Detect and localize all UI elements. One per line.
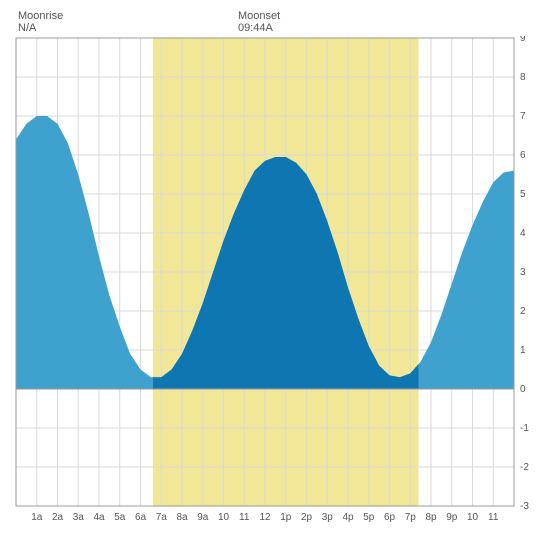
- svg-text:1: 1: [520, 345, 526, 356]
- svg-text:10: 10: [467, 512, 479, 523]
- svg-text:4a: 4a: [93, 512, 105, 523]
- svg-text:9p: 9p: [446, 512, 458, 523]
- svg-text:0: 0: [520, 384, 526, 395]
- svg-text:10: 10: [218, 512, 230, 523]
- svg-text:9: 9: [520, 36, 526, 44]
- svg-text:-3: -3: [520, 501, 529, 512]
- svg-text:5a: 5a: [114, 512, 126, 523]
- svg-text:8: 8: [520, 72, 526, 83]
- svg-text:3: 3: [520, 267, 526, 278]
- svg-text:8a: 8a: [176, 512, 188, 523]
- svg-text:3p: 3p: [322, 512, 334, 523]
- svg-text:8p: 8p: [425, 512, 437, 523]
- svg-text:6: 6: [520, 150, 526, 161]
- moonrise-value: N/A: [18, 22, 63, 34]
- svg-text:11: 11: [488, 512, 499, 523]
- svg-text:7: 7: [520, 111, 526, 122]
- svg-text:5: 5: [520, 189, 526, 200]
- moonset-label: Moonset: [238, 10, 280, 22]
- svg-text:6p: 6p: [384, 512, 396, 523]
- tide-chart: Moonrise N/A Moonset 09:44A -3-2-1012345…: [10, 10, 540, 540]
- svg-text:-2: -2: [520, 462, 529, 473]
- svg-text:3a: 3a: [73, 512, 85, 523]
- moonset-value: 09:44A: [238, 22, 280, 34]
- svg-text:2a: 2a: [52, 512, 64, 523]
- svg-text:7p: 7p: [405, 512, 417, 523]
- moonrise-label: Moonrise: [18, 10, 63, 22]
- moonset-block: Moonset 09:44A: [238, 10, 280, 34]
- svg-text:5p: 5p: [363, 512, 375, 523]
- svg-text:2p: 2p: [301, 512, 313, 523]
- svg-text:11: 11: [239, 512, 250, 523]
- svg-text:7a: 7a: [156, 512, 168, 523]
- svg-text:6a: 6a: [135, 512, 147, 523]
- svg-text:4p: 4p: [342, 512, 354, 523]
- chart-svg: -3-2-101234567891a2a3a4a5a6a7a8a9a101112…: [10, 36, 540, 536]
- svg-text:2: 2: [520, 306, 526, 317]
- svg-text:4: 4: [520, 228, 526, 239]
- svg-text:1a: 1a: [31, 512, 43, 523]
- svg-text:-1: -1: [520, 423, 529, 434]
- svg-text:1p: 1p: [280, 512, 292, 523]
- moonrise-block: Moonrise N/A: [18, 10, 63, 34]
- svg-text:9a: 9a: [197, 512, 209, 523]
- svg-text:12: 12: [259, 512, 271, 523]
